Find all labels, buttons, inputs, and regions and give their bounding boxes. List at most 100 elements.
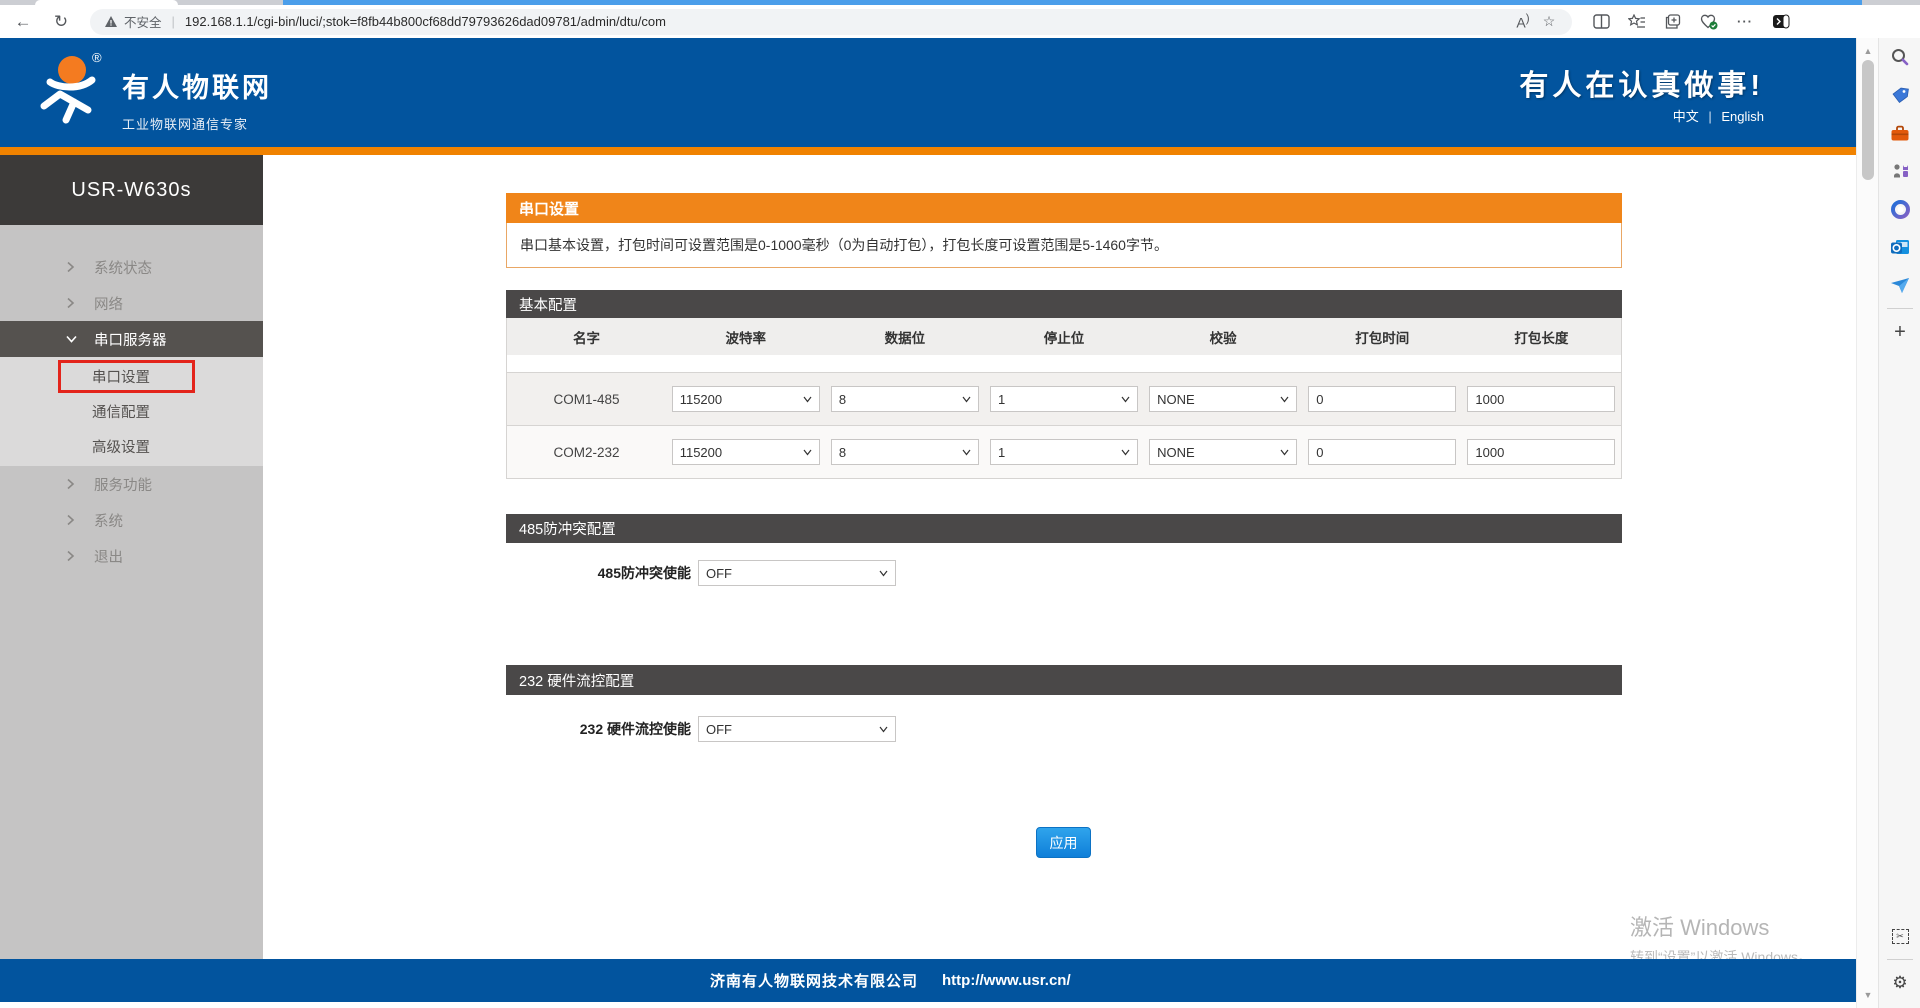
- sidebar-subitem-serial-settings[interactable]: 串口设置: [0, 359, 263, 394]
- settings-more-icon[interactable]: ···: [1737, 14, 1753, 29]
- chevron-right-icon: [66, 478, 75, 490]
- sidebar-item-label: 串口服务器: [94, 332, 167, 349]
- not-secure-warning-icon: [104, 15, 118, 28]
- rs232-section-title: 232 硬件流控配置: [506, 665, 1622, 695]
- select-chevron-icon: [1121, 449, 1130, 455]
- footer-company: 济南有人物联网技术有限公司: [710, 973, 919, 990]
- drop-share-icon[interactable]: [1879, 266, 1920, 304]
- sidebar-item-system-status[interactable]: 系统状态: [0, 249, 263, 285]
- tab-strip: [0, 0, 1920, 5]
- rs485-enable-select[interactable]: OFF: [698, 560, 896, 586]
- url-text[interactable]: 192.168.1.1/cgi-bin/luci/;stok=f8fb44b80…: [184, 14, 666, 29]
- basic-config-table: 名字 波特率 数据位 停止位 校验 打包时间 打包长度 COM1-485 115…: [506, 318, 1622, 479]
- select-chevron-icon: [962, 449, 971, 455]
- select-chevron-icon: [879, 570, 888, 576]
- select-chevron-icon: [962, 396, 971, 402]
- browser-toolbar: ← ↻ 不安全 | 192.168.1.1/cgi-bin/luci/;stok…: [0, 5, 1920, 38]
- sidebar-item-serial-server[interactable]: 串口服务器: [0, 321, 263, 357]
- shopping-tag-icon[interactable]: [1879, 76, 1920, 114]
- parity-select[interactable]: NONE: [1149, 439, 1298, 465]
- chevron-right-icon: [66, 261, 75, 273]
- stop-bits-select[interactable]: 1: [989, 386, 1138, 412]
- add-sidebar-app-icon[interactable]: +: [1894, 320, 1906, 343]
- sidebar-subitem-label: 通信配置: [92, 405, 150, 421]
- sidebar-toggle-icon[interactable]: [1770, 11, 1792, 33]
- not-secure-label: 不安全: [124, 16, 162, 30]
- chevron-down-icon: [66, 335, 77, 344]
- pack-time-input[interactable]: [1308, 439, 1457, 465]
- rs485-section-title: 485防冲突配置: [506, 514, 1622, 543]
- split-screen-icon[interactable]: [1590, 11, 1612, 33]
- chevron-right-icon: [66, 297, 75, 309]
- data-bits-select[interactable]: 8: [830, 386, 979, 412]
- outlook-icon[interactable]: [1879, 228, 1920, 266]
- tab-group-blue[interactable]: [283, 0, 1862, 5]
- scroll-up-icon[interactable]: ▲: [1863, 46, 1873, 56]
- rs232-flowctrl-select[interactable]: OFF: [698, 716, 896, 742]
- sidebar-menu: 系统状态 网络 串口服务器 串口设置 通信配置 高级设置: [0, 225, 263, 574]
- address-bar[interactable]: 不安全 | 192.168.1.1/cgi-bin/luci/;stok=f8f…: [90, 8, 1572, 35]
- favorite-star-icon[interactable]: ☆: [1542, 13, 1556, 29]
- pack-length-input[interactable]: [1467, 439, 1616, 465]
- apply-button[interactable]: 应用: [1036, 827, 1091, 858]
- main-content: 串口设置 串口基本设置，打包时间可设置范围是0-1000毫秒（0为自动打包），打…: [506, 155, 1622, 1008]
- parity-select[interactable]: NONE: [1149, 386, 1298, 412]
- address-divider: |: [171, 14, 175, 29]
- header-slogan: 有人在认真做事!: [1519, 70, 1764, 102]
- page-title: 串口设置: [506, 193, 1622, 223]
- select-chevron-icon: [1121, 396, 1130, 402]
- serial-server-submenu: 串口设置 通信配置 高级设置: [0, 357, 263, 466]
- brand-block: 有人物联网 工业物联网通信专家: [122, 66, 272, 133]
- active-tab-edge[interactable]: [35, 0, 178, 5]
- games-icon[interactable]: [1879, 152, 1920, 190]
- baud-rate-select[interactable]: 115200: [671, 386, 820, 412]
- pack-length-input[interactable]: [1467, 386, 1616, 412]
- device-model-title: USR-W630s: [0, 155, 263, 225]
- sidebar-nav: USR-W630s 系统状态 网络 串口服务器 串口设置 通信配置: [0, 155, 263, 997]
- sidebar-item-label: 网络: [94, 296, 123, 313]
- lang-en-link[interactable]: English: [1721, 109, 1764, 124]
- sidebar-item-logout[interactable]: 退出: [0, 538, 263, 574]
- chevron-right-icon: [66, 514, 75, 526]
- pack-time-input[interactable]: [1308, 386, 1457, 412]
- select-chevron-icon: [803, 449, 812, 455]
- footer-url-link[interactable]: http://www.usr.cn/: [942, 972, 1071, 989]
- page-description: 串口基本设置，打包时间可设置范围是0-1000毫秒（0为自动打包），打包长度可设…: [506, 223, 1622, 268]
- sidebar-item-service-functions[interactable]: 服务功能: [0, 466, 263, 502]
- sidebar-subitem-comm-config[interactable]: 通信配置: [0, 394, 263, 429]
- brand-subtitle: 工业物联网通信专家: [122, 117, 249, 132]
- sidebar-item-label: 系统状态: [94, 260, 152, 277]
- lang-zh-link[interactable]: 中文: [1672, 109, 1699, 124]
- browser-essentials-icon[interactable]: [1698, 11, 1720, 33]
- sidebar-item-label: 系统: [94, 513, 123, 530]
- scroll-down-icon[interactable]: ▼: [1863, 990, 1873, 1000]
- rs485-enable-label: 485防冲突使能: [597, 565, 691, 581]
- rail-settings-gear-icon[interactable]: ⚙: [1892, 973, 1908, 992]
- site-footer: 济南有人物联网技术有限公司 http://www.usr.cn/: [0, 959, 1856, 1002]
- toolbox-icon[interactable]: [1879, 114, 1920, 152]
- language-switch: 中文 | English: [1673, 106, 1764, 125]
- sidebar-item-system[interactable]: 系统: [0, 502, 263, 538]
- search-icon[interactable]: [1879, 38, 1920, 76]
- back-icon[interactable]: ←: [14, 11, 32, 31]
- page-scrollbar[interactable]: ▲ ▼: [1856, 38, 1878, 1008]
- sidebar-subitem-label: 高级设置: [92, 440, 150, 456]
- baud-rate-select[interactable]: 115200: [671, 439, 820, 465]
- stop-bits-select[interactable]: 1: [989, 439, 1138, 465]
- data-bits-select[interactable]: 8: [830, 439, 979, 465]
- chevron-right-icon: [66, 550, 75, 562]
- favorites-bar-icon[interactable]: [1626, 11, 1648, 33]
- scrollbar-thumb[interactable]: [1862, 60, 1874, 180]
- sidebar-item-network[interactable]: 网络: [0, 285, 263, 321]
- port-name: COM1-485: [553, 391, 620, 407]
- sidebar-subitem-advanced-settings[interactable]: 高级设置: [0, 429, 263, 464]
- rail-bottom-group: ✂ ⚙: [1879, 917, 1920, 1002]
- read-aloud-icon[interactable]: A): [1516, 12, 1530, 31]
- collections-icon[interactable]: [1662, 11, 1684, 33]
- toolbar-right-icons: ···: [1590, 11, 1792, 33]
- microsoft-365-icon[interactable]: [1879, 190, 1920, 228]
- refresh-icon[interactable]: ↻: [53, 11, 69, 31]
- table-row-com1: COM1-485 115200 8 1 NONE: [507, 372, 1621, 425]
- screenshot-snip-icon[interactable]: ✂: [1879, 917, 1920, 955]
- brand-title: 有人物联网: [122, 73, 272, 103]
